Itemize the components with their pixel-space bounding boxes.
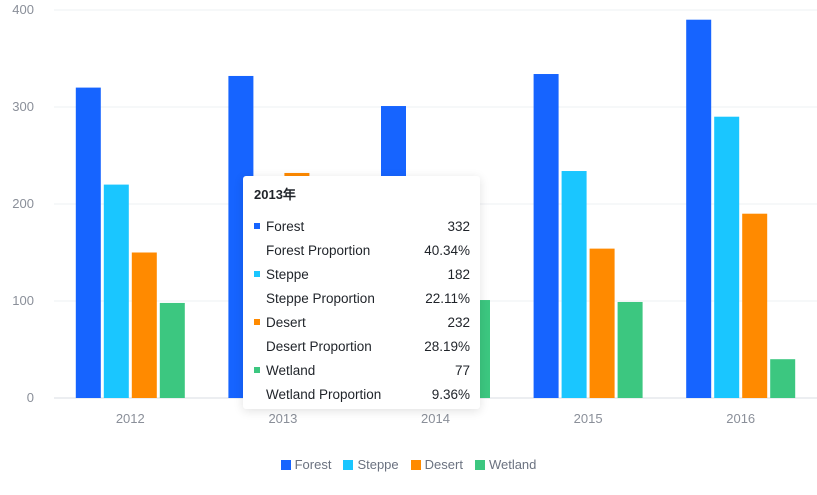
series-marker-icon bbox=[254, 367, 260, 373]
bar-desert-2016 bbox=[742, 213, 768, 398]
tooltip-rows: Forest 332 Forest Proportion 40.34% Steppe 18… bbox=[254, 214, 470, 406]
tooltip-title: 2013年 bbox=[254, 187, 296, 202]
tooltip-row-label: Steppe Proportion bbox=[266, 290, 375, 306]
tooltip-row-value: 332 bbox=[447, 218, 470, 234]
x-tick-label: 2013 bbox=[268, 411, 297, 426]
y-axis: 0 100 200 300 400 bbox=[12, 2, 34, 405]
tooltip-row-label: Desert Proportion bbox=[266, 338, 372, 354]
y-tick-label: 200 bbox=[12, 196, 34, 211]
legend-label: Forest bbox=[294, 457, 332, 472]
tooltip-row-label: Desert bbox=[266, 314, 306, 330]
tooltip-row-label-group: Steppe Proportion bbox=[254, 291, 375, 306]
tooltip-row-value: 232 bbox=[447, 314, 470, 330]
tooltip: 2013年 Forest 332 Forest Proportion 40.34% St… bbox=[243, 176, 480, 409]
legend-item-desert[interactable]: Desert bbox=[410, 457, 463, 472]
tooltip-row: Forest Proportion 40.34% bbox=[254, 238, 470, 262]
tooltip-row: Wetland 77 bbox=[254, 358, 470, 382]
tooltip-row: Steppe Proportion 22.11% bbox=[254, 286, 470, 310]
tooltip-row: Wetland Proportion 9.36% bbox=[254, 382, 470, 406]
bar-forest-2012 bbox=[75, 87, 101, 398]
tooltip-row-label-group: Forest Proportion bbox=[254, 243, 370, 258]
legend-label: Wetland bbox=[488, 457, 537, 472]
tooltip-row-label-group: Steppe bbox=[254, 267, 309, 282]
y-tick-label: 400 bbox=[12, 2, 34, 17]
x-tick-label: 2014 bbox=[421, 411, 450, 426]
series-marker-icon bbox=[254, 223, 260, 229]
tooltip-row-label: Steppe bbox=[266, 266, 309, 282]
tooltip-row: Steppe 182 bbox=[254, 262, 470, 286]
tooltip-row-label-group: Desert Proportion bbox=[254, 339, 372, 354]
tooltip-row-label: Forest bbox=[266, 218, 305, 234]
tooltip-row-label-group: Forest bbox=[254, 219, 304, 234]
tooltip-row-value: 22.11% bbox=[425, 290, 470, 306]
legend-swatch-icon bbox=[343, 459, 354, 470]
tooltip-row: Desert 232 bbox=[254, 310, 470, 334]
tooltip-row-value: 182 bbox=[447, 266, 470, 282]
bar-steppe-2012 bbox=[103, 184, 129, 398]
tooltip-row-value: 40.34% bbox=[424, 242, 470, 258]
bar-desert-2012 bbox=[131, 252, 157, 398]
tooltip-row: Forest 332 bbox=[254, 214, 470, 238]
bar-wetland-2012 bbox=[159, 302, 185, 398]
tooltip-row-label-group: Wetland Proportion bbox=[254, 387, 381, 402]
legend-label: Steppe bbox=[357, 457, 399, 472]
legend-swatch-icon bbox=[474, 459, 485, 470]
series-marker-icon bbox=[254, 271, 260, 277]
tooltip-row-value: 77 bbox=[454, 362, 470, 378]
x-tick-label: 2016 bbox=[726, 411, 755, 426]
tooltip-row-label: Forest Proportion bbox=[266, 242, 371, 258]
x-axis: 2012 2013 2014 2015 2016 bbox=[116, 411, 755, 426]
y-tick-label: 0 bbox=[27, 390, 34, 405]
legend-item-steppe[interactable]: Steppe bbox=[343, 457, 399, 472]
legend-swatch-icon bbox=[280, 459, 291, 470]
tooltip-row-label-group: Wetland bbox=[254, 363, 315, 378]
legend-swatch-icon bbox=[410, 459, 421, 470]
tooltip-row-label-group: Desert bbox=[254, 315, 306, 330]
legend-label: Desert bbox=[424, 457, 463, 472]
y-tick-label: 100 bbox=[12, 293, 34, 308]
tooltip-row-value: 9.36% bbox=[431, 386, 470, 402]
legend-item-forest[interactable]: Forest bbox=[280, 457, 332, 472]
tooltip-row-value: 28.19% bbox=[424, 338, 470, 354]
y-tick-label: 300 bbox=[12, 99, 34, 114]
tooltip-row: Desert Proportion 28.19% bbox=[254, 334, 470, 358]
tooltip-row-label: Wetland bbox=[266, 362, 316, 378]
legend-item-wetland[interactable]: Wetland bbox=[474, 457, 537, 472]
legend: Forest Steppe Desert Wetland bbox=[0, 457, 817, 472]
bar-steppe-2016 bbox=[714, 116, 740, 398]
bar-forest-2015 bbox=[533, 74, 559, 399]
tooltip-row-label: Wetland Proportion bbox=[266, 386, 382, 402]
bar-desert-2015 bbox=[589, 248, 615, 398]
x-tick-label: 2015 bbox=[574, 411, 603, 426]
bar-wetland-2015 bbox=[617, 301, 643, 398]
series-marker-icon bbox=[254, 319, 260, 325]
bar-wetland-2016 bbox=[770, 359, 796, 398]
bar-forest-2016 bbox=[686, 19, 712, 398]
x-tick-label: 2012 bbox=[116, 411, 145, 426]
bar-steppe-2015 bbox=[561, 171, 587, 398]
